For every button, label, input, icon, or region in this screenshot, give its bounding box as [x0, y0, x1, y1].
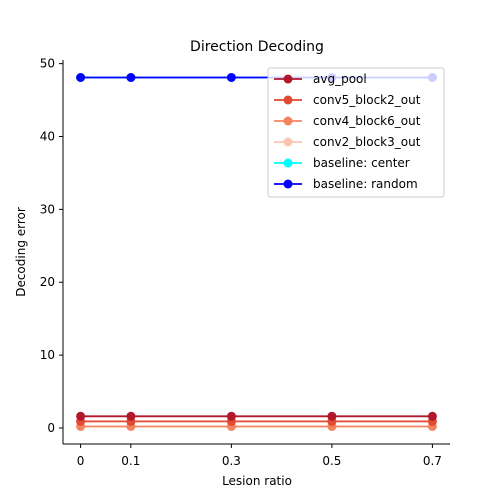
x-tick-label: 0.3: [222, 454, 241, 468]
data-point: [327, 411, 337, 421]
x-tick-label: 0.5: [322, 454, 341, 468]
data-point: [126, 73, 136, 82]
legend-item: baseline: center: [274, 156, 410, 170]
data-point: [427, 411, 437, 421]
y-tick-label: 40: [40, 130, 55, 144]
legend-label: baseline: random: [313, 177, 418, 191]
legend-item: baseline: random: [274, 177, 418, 191]
legend-swatch-marker: [283, 179, 293, 189]
legend-item: conv4_block6_out: [274, 114, 421, 128]
legend-item: avg_pool: [274, 72, 367, 86]
y-axis-label: Decoding error: [14, 207, 28, 297]
legend-swatch-marker: [283, 137, 293, 147]
y-tick-label: 20: [40, 275, 55, 289]
y-tick-label: 30: [40, 202, 55, 216]
legend-label: baseline: center: [313, 156, 410, 170]
x-tick-label: 0.1: [121, 454, 140, 468]
legend-label: conv2_block3_out: [313, 135, 421, 149]
chart-title: Direction Decoding: [190, 39, 324, 55]
legend-label: conv5_block2_out: [313, 93, 421, 107]
axes: 0 0.1 0.3 0.5 0.7 0 10 20 30 40 50: [40, 57, 450, 468]
legend-label: conv4_block6_out: [313, 114, 421, 128]
legend-item: conv5_block2_out: [274, 93, 421, 107]
legend-swatch-marker: [283, 95, 293, 105]
legend-item: conv2_block3_out: [274, 135, 421, 149]
x-axis-label: Lesion ratio: [222, 474, 292, 488]
x-tick-label: 0: [77, 454, 85, 468]
y-tick-label: 50: [40, 57, 55, 71]
legend-swatch-marker: [283, 116, 293, 126]
data-point: [76, 73, 86, 82]
legend-box: [267, 67, 445, 198]
data-point: [126, 411, 136, 421]
series-0: [76, 411, 437, 421]
data-point: [226, 73, 236, 82]
data-point: [226, 411, 236, 421]
x-tick-label: 0.7: [423, 454, 442, 468]
legend: avg_pool conv5_block2_out conv4_block6_out…: [267, 67, 445, 198]
legend-label: avg_pool: [313, 72, 367, 86]
legend-swatch-marker: [283, 158, 293, 168]
data-point: [76, 411, 86, 421]
legend-swatch-marker: [283, 74, 293, 84]
y-tick-label: 0: [47, 421, 55, 435]
y-tick-label: 10: [40, 348, 55, 362]
